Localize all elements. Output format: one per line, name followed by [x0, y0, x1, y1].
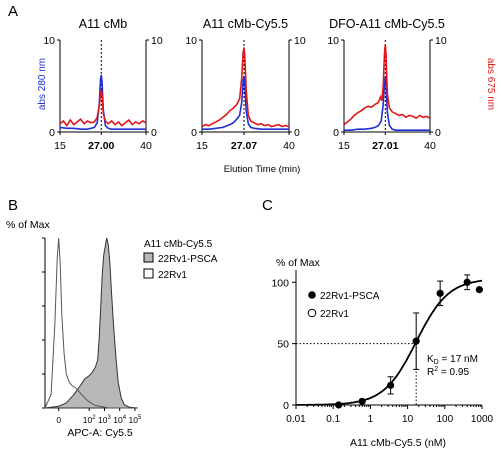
panel-c-kd-annotation: KD = 17 nM	[427, 354, 478, 366]
x-tick-base: 10	[98, 415, 108, 425]
subplot-title: A11 cMb	[79, 17, 127, 31]
y-tick-label: 0	[283, 400, 289, 412]
panel-a-left-ylabel: abs 280 nm	[37, 58, 48, 110]
trace-red	[343, 44, 431, 126]
panel-b-legend-swatch-filled	[143, 252, 154, 263]
panel-label-b: B	[8, 197, 18, 214]
y-tick-label-left: 0	[333, 127, 339, 139]
panel-label-a: A	[8, 3, 18, 20]
panel-b-legend-swatch-open	[143, 268, 154, 279]
data-point	[335, 401, 343, 409]
trace-blue	[344, 76, 430, 131]
panel-c-binding-curve: 0 50 100 0.01 0.1 1 10 100 1000	[271, 270, 494, 425]
trace-red	[201, 47, 290, 128]
peak-label: 27.07	[231, 140, 257, 152]
trace-red	[59, 89, 147, 128]
y-tick-label-right: 0	[151, 127, 157, 139]
peak-label: 27.01	[372, 140, 398, 152]
panel-a-xlabel: Elution Time (min)	[224, 164, 301, 175]
x-tick-exponent: 3	[108, 415, 112, 421]
x-tick-base: 0	[56, 415, 61, 425]
panel-c-r2-annotation: R2 = 0.95	[427, 366, 469, 378]
trace-blue	[202, 75, 289, 130]
x-tick-label: 40	[424, 140, 436, 152]
panel-c-legend-label-1: 22Rv1	[320, 309, 349, 320]
x-tick-label: 0	[56, 415, 61, 425]
y-tick-label-left: 10	[327, 35, 339, 47]
x-tick-base: 10	[83, 415, 93, 425]
y-tick-label-right: 0	[294, 127, 300, 139]
panel-b-legend-label-0: 22Rv1-PSCA	[158, 254, 218, 265]
panel-a-chromatograms: A11 cMb 0 0 10 10 15 40 27.00 A11 cMb-Cy5.5 0 0 10 1…	[43, 17, 447, 152]
y-tick-label-left: 0	[49, 127, 55, 139]
data-point	[463, 278, 471, 286]
x-tick-label: 40	[140, 140, 152, 152]
panel-a-right-ylabel: abs 675 nm	[485, 58, 496, 110]
y-tick-label-right: 0	[435, 127, 441, 139]
y-tick-label-right: 10	[151, 35, 163, 47]
y-tick-label: 50	[277, 339, 289, 351]
data-point	[412, 337, 420, 345]
x-tick-label: 15	[54, 140, 66, 152]
panel-b-histogram: 0 102 103 104 105	[42, 237, 142, 425]
panel-b-ylabel: % of Max	[6, 219, 51, 231]
x-tick-label: 0.01	[286, 414, 306, 425]
y-tick-label-right: 10	[435, 35, 447, 47]
x-tick-label: 103	[98, 415, 111, 425]
panel-label-c: C	[262, 197, 273, 214]
panel-c-legend-marker-open	[307, 308, 317, 318]
subplot-title: A11 cMb-Cy5.5	[203, 17, 288, 31]
panel-b-legend-label-1: 22Rv1	[158, 270, 187, 281]
x-tick-label: 15	[338, 140, 350, 152]
data-point	[436, 289, 444, 297]
x-tick-label: 100	[436, 414, 453, 425]
histogram-filled	[44, 237, 139, 409]
panel-c-ylabel: % of Max	[276, 257, 321, 269]
peak-label: 27.00	[88, 140, 114, 152]
x-tick-label: 0.1	[326, 414, 340, 425]
x-tick-label: 1000	[471, 414, 494, 425]
x-tick-label: 102	[83, 415, 96, 425]
y-tick-label: 100	[271, 277, 289, 289]
x-tick-label: 104	[113, 415, 126, 425]
histogram-open	[44, 237, 138, 409]
data-point	[475, 286, 483, 294]
data-point	[387, 381, 395, 389]
x-tick-label: 1	[368, 414, 374, 425]
trace-blue	[59, 74, 146, 130]
y-tick-label-left: 10	[43, 35, 55, 47]
x-tick-label: 40	[283, 140, 295, 152]
panel-b-legend-title: A11 cMb-Cy5.5	[144, 239, 213, 250]
y-tick-label-right: 10	[294, 35, 306, 47]
y-tick-label-left: 10	[185, 35, 197, 47]
panel-c-xlabel: A11 cMb-Cy5.5 (nM)	[350, 437, 446, 449]
panel-c-legend-label-0: 22Rv1-PSCA	[320, 291, 380, 302]
x-tick-base: 10	[129, 415, 139, 425]
x-tick-base: 10	[113, 415, 123, 425]
panel-c-legend-marker-filled	[308, 291, 316, 299]
x-tick-label: 15	[196, 140, 208, 152]
subplot-title: DFO-A11 cMb-Cy5.5	[329, 17, 445, 31]
x-tick-label: 105	[129, 415, 142, 425]
data-point	[358, 397, 366, 405]
x-tick-exponent: 2	[92, 415, 96, 421]
panel-b-xlabel: APC-A: Cy5.5	[67, 427, 133, 439]
y-tick-label-left: 0	[191, 127, 197, 139]
x-tick-label: 10	[402, 414, 414, 425]
x-tick-exponent: 4	[123, 415, 127, 421]
x-tick-exponent: 5	[138, 415, 142, 421]
